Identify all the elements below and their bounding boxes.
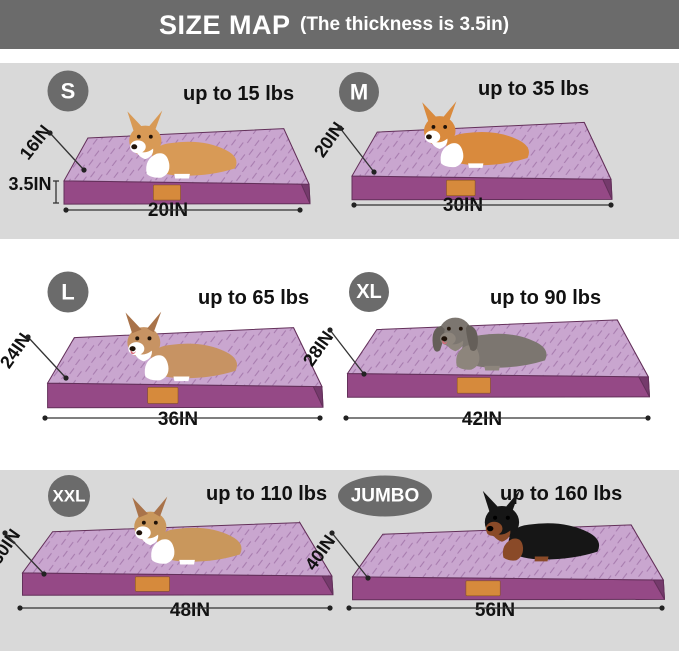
svg-text:up to 35 lbs: up to 35 lbs	[478, 78, 589, 100]
svg-text:16IN: 16IN	[16, 121, 55, 163]
svg-text:36IN: 36IN	[158, 409, 198, 430]
svg-text:XL: XL	[356, 281, 382, 303]
svg-text:42IN: 42IN	[462, 409, 502, 430]
svg-text:up to 90 lbs: up to 90 lbs	[490, 287, 601, 309]
svg-text:20IN: 20IN	[310, 118, 348, 161]
svg-text:3.5IN: 3.5IN	[8, 174, 51, 194]
svg-text:48IN: 48IN	[170, 600, 210, 621]
svg-text:up to 65 lbs: up to 65 lbs	[198, 287, 309, 309]
svg-text:28IN: 28IN	[299, 327, 337, 370]
svg-text:S: S	[61, 79, 76, 104]
svg-text:JUMBO: JUMBO	[351, 486, 420, 507]
svg-text:up to 15 lbs: up to 15 lbs	[183, 83, 294, 105]
svg-text:XXL: XXL	[52, 487, 85, 506]
svg-text:up to 110 lbs: up to 110 lbs	[206, 483, 327, 505]
svg-text:L: L	[61, 280, 74, 305]
svg-text:M: M	[350, 80, 368, 105]
svg-text:56IN: 56IN	[475, 600, 515, 621]
